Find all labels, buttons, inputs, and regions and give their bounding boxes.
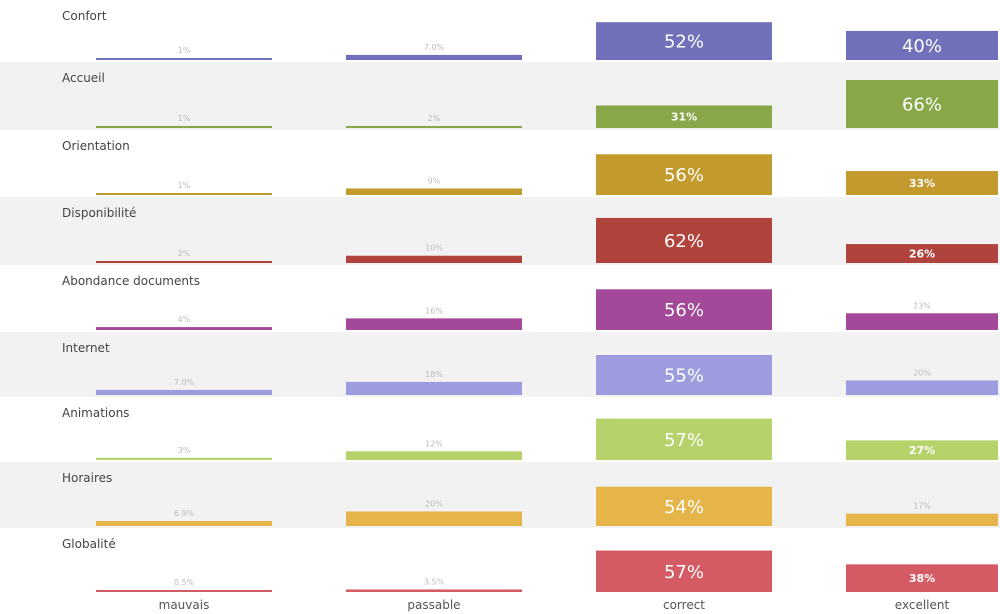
x-tick-label: passable [407, 598, 460, 612]
row-label: Globalité [62, 537, 116, 551]
data-label: 38% [909, 572, 935, 585]
row-label: Accueil [62, 71, 105, 85]
bar [96, 521, 272, 526]
data-label: 20% [913, 368, 931, 377]
data-label: 2% [178, 249, 191, 258]
bar [96, 590, 272, 592]
data-label: 27% [909, 444, 935, 457]
data-label: 40% [902, 36, 942, 57]
bar [96, 126, 272, 128]
data-label: 9% [428, 176, 441, 185]
data-label: 1% [178, 46, 191, 55]
bar [96, 390, 272, 395]
data-label: 7.0% [424, 43, 445, 52]
data-label: 1% [178, 114, 191, 123]
bar [346, 55, 522, 60]
data-label: 23% [913, 301, 931, 310]
bar [96, 458, 272, 460]
data-label: 4% [178, 315, 191, 324]
bar [346, 511, 522, 526]
row-label: Disponibilité [62, 206, 136, 220]
data-label: 10% [425, 244, 443, 253]
data-label: 26% [909, 248, 935, 261]
bar [846, 514, 998, 526]
row-label: Animations [62, 406, 129, 420]
data-label: 18% [425, 370, 443, 379]
bar [346, 451, 522, 460]
x-tick-label: mauvais [159, 598, 210, 612]
bar [346, 318, 522, 330]
data-label: 20% [425, 499, 443, 508]
data-label: 17% [913, 502, 931, 511]
x-tick-label: correct [663, 598, 705, 612]
data-label: 52% [664, 32, 704, 53]
data-label: 3% [178, 446, 191, 455]
bar [346, 256, 522, 263]
data-label: 31% [671, 111, 697, 124]
data-label: 56% [664, 165, 704, 186]
data-label: 57% [664, 430, 704, 451]
data-label: 2% [428, 114, 441, 123]
data-label: 33% [909, 177, 935, 190]
data-label: 57% [664, 562, 704, 583]
data-label: 66% [902, 94, 942, 115]
data-label: 1% [178, 181, 191, 190]
data-label: 55% [664, 365, 704, 386]
row-label: Internet [62, 341, 110, 355]
data-label: 54% [664, 497, 704, 518]
bar [346, 126, 522, 128]
data-label: 16% [425, 306, 443, 315]
bar [346, 382, 522, 395]
row-label: Abondance documents [62, 274, 200, 288]
row-label: Confort [62, 9, 107, 23]
bar [96, 261, 272, 263]
data-label: 0.5% [174, 578, 195, 587]
data-label: 3.5% [424, 577, 445, 586]
data-label: 6.9% [174, 509, 195, 518]
data-label: 7.0% [174, 378, 195, 387]
bar [346, 188, 522, 195]
data-label: 56% [664, 300, 704, 321]
bar [846, 380, 998, 395]
x-tick-label: excellent [895, 598, 950, 612]
bar [96, 58, 272, 60]
data-label: 12% [425, 439, 443, 448]
bar [346, 589, 522, 592]
bar [96, 193, 272, 195]
bar [846, 313, 998, 330]
row-label: Horaires [62, 471, 112, 485]
row-label: Orientation [62, 139, 130, 153]
bar [96, 327, 272, 330]
data-label: 62% [664, 231, 704, 252]
